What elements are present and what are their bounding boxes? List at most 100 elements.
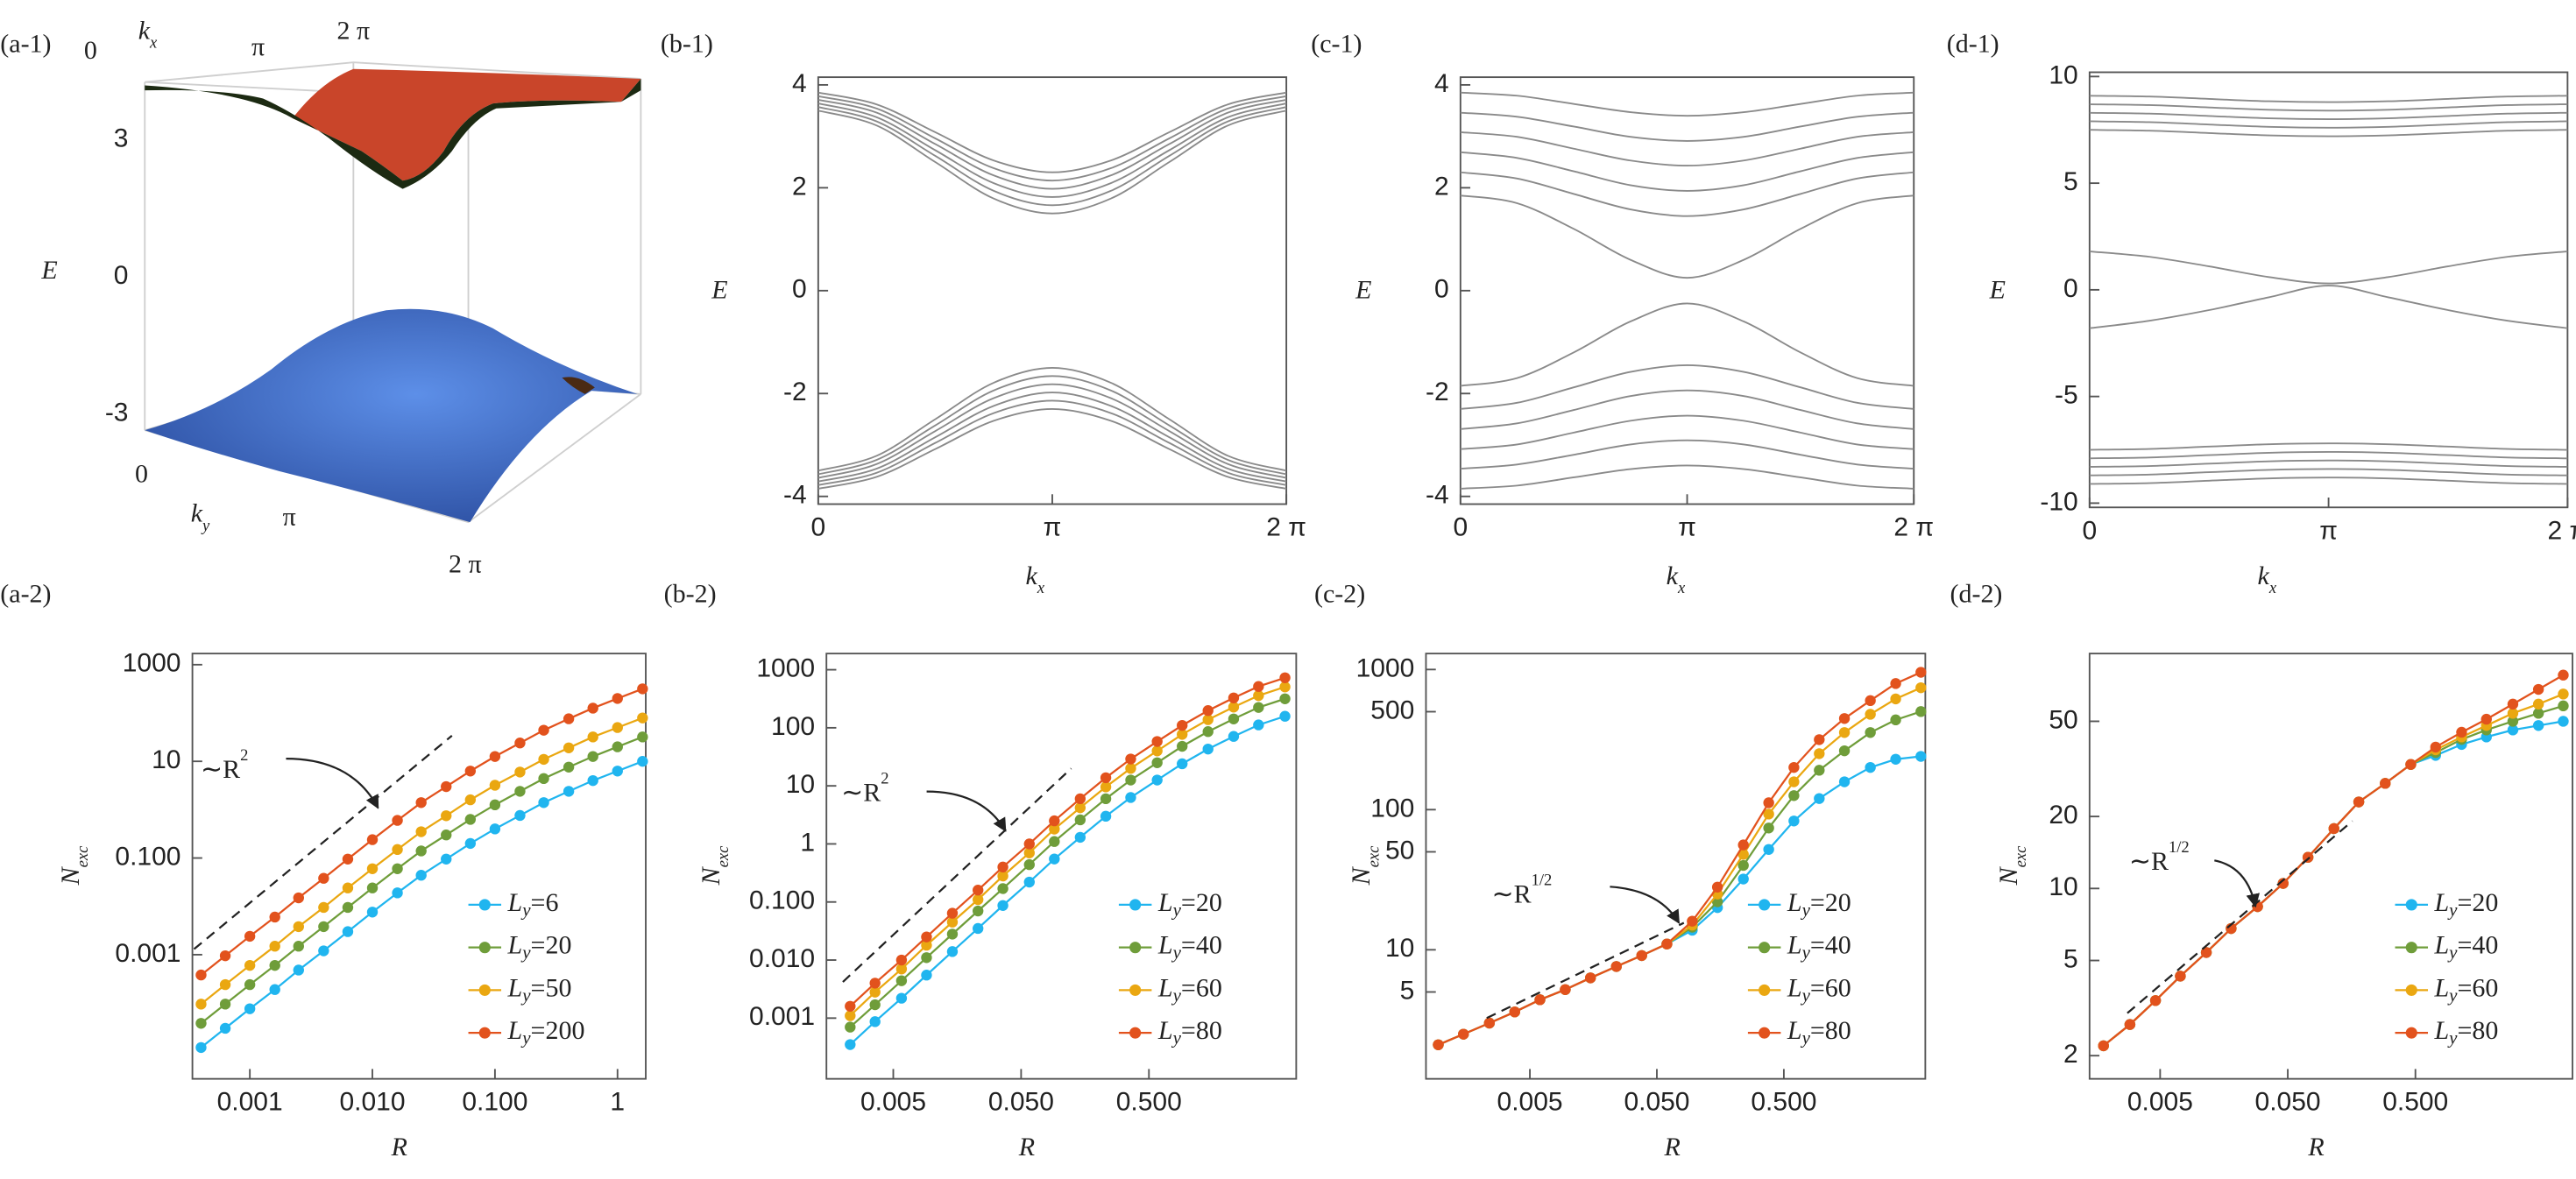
series-line [1460,151,1914,192]
data-point [1100,793,1112,805]
data-point [1814,748,1825,759]
data-point [1838,776,1851,787]
data-point [1915,751,1927,762]
annotation-sup: 2 [881,770,888,788]
legend-label: Ly=40 [1157,931,1222,963]
data-point [2098,1040,2109,1052]
y-tick-label: 4 [1434,69,1449,98]
y-tick-label: 10 [2049,60,2077,89]
data-point [845,1000,856,1012]
data-point [415,845,427,857]
legend-swatch [478,984,491,996]
data-point [538,773,549,785]
data-point [2200,947,2212,958]
data-point [946,907,959,919]
y-tick-label: 10 [152,745,180,774]
data-point [845,1010,856,1021]
data-point [366,907,379,918]
data-point [219,999,231,1010]
z-tick-label: 3 [114,124,129,152]
data-point [973,893,984,906]
y-axis-label-main: k [191,499,203,528]
data-point [269,941,280,952]
y-tick-label: 0 [2063,274,2078,303]
data-point [1202,743,1214,755]
data-point [342,882,354,893]
data-point [1711,896,1723,907]
legend-label: Ly=200 [507,1016,585,1048]
series-line [1460,91,1914,117]
legend-swatch [478,942,491,954]
y-axis-label-sub: y [201,517,210,535]
annotation-main: ∼R [841,778,881,807]
data-point [1890,753,1901,765]
data-point [269,959,280,971]
annotation: ∼R1/2 [2129,838,2190,875]
x-tick-label: 0.500 [2382,1088,2448,1117]
legend-label-part: y [1801,899,1811,920]
data-point [845,1021,856,1033]
data-point [441,830,452,841]
data-point [946,946,959,957]
z-tick-label: -3 [105,398,129,427]
data-point [1253,719,1264,731]
data-point [318,901,329,914]
x-tick-label: π [1678,513,1696,542]
panel-label: (a-1) [0,29,51,58]
y-tick-label: 2 π [449,550,482,579]
y-tick-label: 500 [1370,695,1414,724]
x-tick-label: 0 [811,513,826,542]
data-point [1814,734,1825,745]
data-point [1100,772,1112,784]
panel-label: (c-1) [1311,29,1362,58]
data-point [1074,801,1086,814]
legend-swatch [478,899,491,911]
legend-swatch [2405,899,2417,911]
data-point [2558,669,2569,681]
data-point [1509,1006,1520,1018]
data-point [612,722,623,733]
data-point [342,901,354,914]
y-tick-label: -5 [2055,381,2078,410]
x-axis-label-sub: x [1037,579,1045,597]
y-axis-label: Nexc [697,845,733,886]
legend-label-part: =6 [531,888,559,917]
data-point [1763,808,1774,820]
legend-label: Ly=40 [1787,931,1851,963]
legend-label: Ly=60 [1157,973,1222,1005]
z-tick-label: 0 [114,261,129,290]
legend-label-part: =60 [2458,973,2499,1002]
annotation-sup: 1/2 [2169,838,2190,857]
x-axis-label: kx [1667,561,1686,598]
data-point [869,986,881,998]
panel: (b-1) -4 -2 0 2 4 0 π 2 π kx E [661,29,1306,597]
series-line [2089,129,2568,138]
data-point [195,969,207,981]
series-line [2089,477,2568,485]
data-point [2480,713,2492,725]
data-point [1560,984,1571,995]
data-point [392,887,403,899]
y-tick-label: 2 [1434,172,1449,201]
data-point [1049,815,1060,827]
guide-line [193,734,453,950]
legend-label-part: y [2447,1027,2458,1048]
data-point [973,905,984,917]
legend-label-part: =20 [1181,888,1222,917]
x-tick-label: 0.500 [1116,1088,1182,1117]
data-point [514,766,526,778]
data-point [921,931,932,942]
y-tick-label: -2 [783,378,807,406]
data-point [1049,836,1060,847]
x-axis-label-sub: x [2268,579,2277,597]
data-point [2558,688,2569,700]
y-axis-label: Nexc [56,845,93,886]
x-axis-label-main: k [1026,561,1038,590]
data-point [464,814,477,825]
data-point [1279,672,1291,683]
y-tick-label: 0.100 [749,886,815,915]
legend-label: Ly=20 [2434,888,2499,920]
data-point [2124,1019,2136,1030]
data-point [1151,745,1163,757]
y-tick-label: 0.001 [115,939,180,968]
